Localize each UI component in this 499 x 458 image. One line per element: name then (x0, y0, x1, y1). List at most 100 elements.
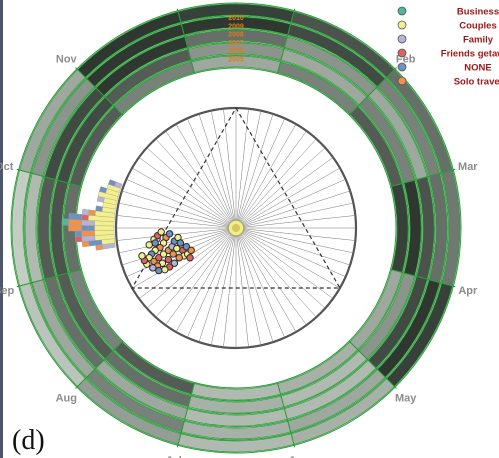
legend-swatch (397, 76, 407, 86)
radial-spoke (235, 227, 286, 338)
month-divider (348, 67, 397, 116)
radial-spoke (121, 190, 237, 229)
radial-spoke (235, 108, 249, 229)
radial-spoke (235, 227, 356, 241)
radial-spoke (155, 138, 237, 229)
month-label: Mar (458, 161, 478, 173)
bar-segment (94, 225, 115, 231)
ring-segment (191, 383, 281, 401)
radial-spoke (235, 178, 346, 229)
radial-spoke (138, 227, 237, 299)
data-point (151, 239, 159, 247)
ring-outline (10, 2, 462, 454)
ring-outline (23, 15, 449, 441)
radial-spoke (235, 227, 262, 346)
month-divider (75, 340, 124, 389)
year-label: 2007 (228, 40, 244, 47)
month-label: May (395, 393, 417, 405)
legend-swatch (397, 48, 407, 58)
month-label: Jan (289, 0, 308, 3)
bar-segment (94, 229, 115, 236)
radial-spoke (186, 227, 237, 338)
data-point (138, 252, 146, 260)
bar-segment (75, 235, 83, 243)
data-point (155, 266, 163, 275)
year-label: 2006 (228, 48, 244, 55)
legend-label: NONE (464, 63, 491, 74)
month-label: Jul (166, 455, 182, 458)
radial-spoke (198, 227, 237, 343)
data-point (161, 265, 169, 274)
ring-outline (49, 41, 423, 415)
radial-spoke (223, 108, 237, 229)
radial-spoke (118, 202, 237, 229)
ring-outline (36, 28, 436, 428)
radial-spoke (235, 227, 317, 318)
month-divider (390, 268, 456, 288)
bar-segment (88, 209, 96, 217)
radial-spoke (146, 147, 237, 229)
month-divider (276, 382, 296, 448)
radial-spoke (116, 215, 237, 229)
radial-spoke (235, 227, 326, 309)
radial-spoke (155, 227, 237, 318)
legend-label: Couples (459, 21, 496, 32)
month-divider (176, 382, 196, 448)
month-divider (176, 8, 196, 74)
radial-spoke (235, 147, 326, 229)
radial-spoke (235, 118, 286, 229)
inner-circle (114, 106, 358, 350)
legend: Business Couples Family Friends getaway NONE… (397, 7, 499, 88)
radial-spoke (235, 227, 274, 343)
radial-spoke (235, 227, 297, 333)
radial-spoke (235, 227, 354, 254)
radial-spoke (210, 227, 237, 346)
data-point (187, 246, 195, 255)
month-label: Apr (458, 285, 478, 297)
panel-label: (d) (12, 425, 45, 456)
month-divider (390, 168, 456, 188)
bar-segment (61, 218, 69, 226)
data-point (159, 250, 168, 258)
legend-swatch (397, 62, 407, 72)
left-border-strip (0, 0, 3, 458)
month-label: Oct (0, 161, 14, 173)
dashed-triangle (131, 106, 341, 289)
legend-label: Business (457, 7, 499, 18)
radial-spoke (146, 227, 237, 309)
data-point (165, 230, 174, 238)
year-rings (10, 2, 462, 454)
year-label: 2005 (228, 57, 244, 64)
radial-spoke (165, 227, 237, 326)
radial-spoke (235, 215, 356, 229)
month-divider (75, 67, 124, 116)
radial-spoke (235, 227, 346, 278)
data-point (176, 239, 185, 247)
center-node-core (232, 224, 240, 232)
legend-label: Friends getaway (441, 49, 499, 60)
month-divider (16, 168, 82, 188)
data-point (170, 259, 179, 267)
bar-segment (74, 230, 82, 237)
radial-spoke (210, 110, 237, 229)
radial-spoke (165, 130, 237, 229)
radial-spoke (235, 110, 262, 229)
data-point (175, 254, 183, 262)
data-point (145, 241, 153, 249)
radial-spoke (235, 227, 249, 348)
month-label: Aug (56, 393, 77, 405)
legend-label: Solo travel (454, 77, 499, 88)
ring-outline (62, 54, 410, 402)
legend-swatch (397, 34, 407, 44)
radial-spoke (235, 138, 317, 229)
radial-spoke (235, 190, 351, 229)
bar-segment (81, 224, 95, 232)
radial-spoke (235, 227, 307, 326)
scatter-points (138, 228, 195, 275)
radial-spoke (235, 227, 334, 299)
year-label: 2010 (228, 15, 244, 22)
month-divider (348, 340, 397, 389)
year-label: 2009 (228, 23, 244, 30)
